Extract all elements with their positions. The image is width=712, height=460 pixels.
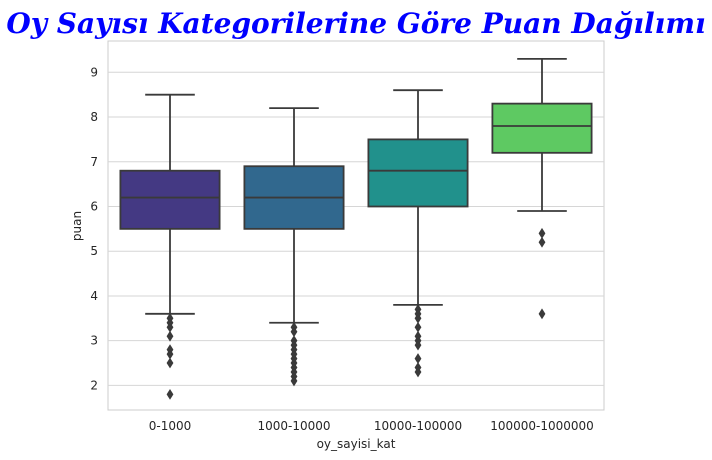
box-group (491, 57, 593, 320)
outlier-point (538, 227, 546, 239)
x-tick-label: 1000-10000 (257, 419, 330, 433)
outlier-point (414, 366, 422, 378)
y-tick-label: 6 (90, 199, 98, 213)
outlier-point (166, 388, 174, 400)
outlier-point (166, 330, 174, 342)
outlier-point (414, 321, 422, 333)
y-tick-labels: 2 3 4 5 6 7 8 9 (90, 65, 98, 392)
iqr-box (367, 138, 469, 208)
outlier-point (414, 339, 422, 351)
box-group (367, 89, 469, 378)
iqr-box (491, 102, 593, 154)
outlier-point (290, 375, 298, 387)
y-axis-label: puan (70, 211, 84, 241)
y-tick-label: 7 (90, 155, 98, 169)
box-group (243, 107, 345, 387)
x-tick-label: 10000-100000 (374, 419, 462, 433)
y-tick-label: 9 (90, 65, 98, 79)
y-tick-label: 5 (90, 244, 98, 258)
chart-title: Oy Sayısı Kategorilerine Göre Puan Dağıl… (6, 7, 705, 40)
boxes (119, 57, 593, 400)
iqr-box (119, 169, 221, 230)
x-tick-label: 0-1000 (149, 419, 192, 433)
outlier-point (414, 353, 422, 364)
y-tick-label: 3 (90, 334, 98, 348)
y-tick-label: 2 (90, 378, 98, 392)
outlier-point (538, 308, 546, 320)
outlier-point (290, 326, 298, 338)
outlier-point (538, 236, 546, 248)
outlier-point (166, 348, 174, 360)
y-tick-label: 4 (90, 289, 98, 303)
x-tick-labels: 0-1000 1000-10000 10000-100000 100000-10000… (149, 419, 594, 433)
y-tick-label: 8 (90, 110, 98, 124)
x-tick-label: 100000-1000000 (490, 419, 594, 433)
box-group (119, 93, 221, 400)
outlier-point (166, 357, 174, 369)
x-axis-label: oy_sayisi_kat (317, 437, 396, 451)
outlier-point (166, 321, 174, 333)
outlier-point (414, 312, 422, 324)
